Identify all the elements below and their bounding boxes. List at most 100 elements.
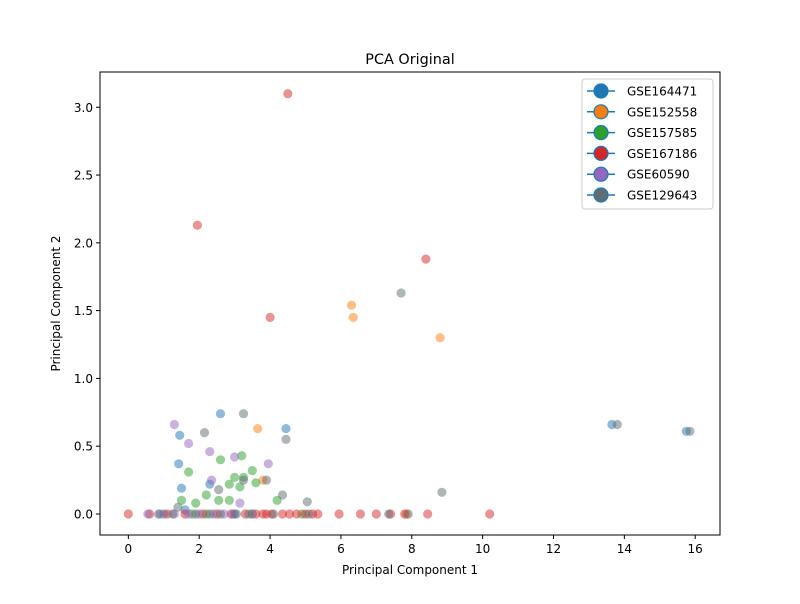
data-point: [304, 509, 314, 519]
x-tick-label: 16: [688, 542, 703, 556]
data-point: [283, 89, 293, 99]
legend-label: GSE152558: [627, 105, 697, 119]
y-axis-ticks: 0.0 0.5 1.0 1.5 2.0 2.5 3.0: [74, 101, 100, 521]
legend-marker: [593, 104, 609, 120]
x-tick-label: 6: [337, 542, 345, 556]
x-tick-label: 2: [195, 542, 203, 556]
data-point: [238, 475, 249, 485]
legend-label: GSE164471: [627, 85, 697, 99]
x-tick-label: 8: [408, 542, 416, 556]
data-point: [224, 495, 234, 505]
data-point: [435, 333, 445, 343]
legend-label: GSE157585: [627, 126, 697, 140]
x-tick-label: 12: [546, 542, 561, 556]
legend-label: GSE60590: [627, 168, 690, 182]
data-point: [224, 479, 234, 489]
x-tick-label: 4: [266, 542, 274, 556]
data-point: [281, 424, 291, 434]
data-point: [231, 509, 241, 519]
data-point: [214, 495, 224, 505]
chart-title: PCA Original: [365, 52, 454, 68]
y-tick-label: 1.0: [74, 372, 93, 386]
data-point: [261, 475, 272, 485]
data-point: [184, 467, 194, 477]
data-point: [292, 509, 302, 519]
data-point: [253, 424, 263, 434]
data-point: [421, 254, 431, 264]
data-point: [176, 495, 187, 505]
data-point: [269, 509, 279, 519]
data-point: [192, 220, 202, 230]
data-point: [284, 509, 295, 519]
data-point: [199, 428, 210, 438]
data-point: [685, 426, 695, 436]
legend-marker: [593, 125, 609, 141]
y-tick-label: 0.0: [74, 507, 93, 521]
data-point: [123, 509, 133, 519]
data-point: [348, 312, 358, 322]
legend-label: GSE167186: [627, 147, 697, 161]
data-point: [205, 509, 215, 519]
data-point: [281, 434, 291, 444]
data-point: [485, 509, 495, 519]
data-point: [251, 478, 261, 488]
data-point: [230, 452, 240, 462]
x-tick-label: 10: [475, 542, 490, 556]
data-point: [612, 419, 622, 430]
data-point: [191, 509, 201, 519]
y-axis-label: Principal Component 2: [49, 235, 63, 371]
data-point: [205, 447, 215, 457]
data-point: [235, 498, 245, 508]
data-point: [277, 490, 288, 500]
data-point: [230, 472, 240, 482]
y-tick-label: 2.5: [74, 169, 93, 183]
y-tick-label: 3.0: [74, 101, 93, 115]
data-point: [173, 502, 183, 512]
data-point: [384, 509, 394, 519]
data-point: [175, 430, 185, 440]
data-point: [168, 509, 178, 519]
points-layer: [123, 89, 695, 519]
data-point: [437, 487, 447, 497]
data-point: [265, 312, 275, 322]
data-point: [346, 300, 357, 310]
x-tick-label: 14: [617, 542, 632, 556]
y-tick-label: 1.5: [74, 304, 93, 318]
data-point: [302, 497, 312, 507]
y-tick-label: 2.0: [74, 236, 93, 250]
plot-area: [99, 71, 721, 536]
data-point: [215, 409, 226, 419]
y-tick-label: 0.5: [74, 440, 93, 454]
data-point: [237, 451, 247, 461]
data-point: [313, 509, 323, 519]
data-point: [334, 509, 344, 519]
legend-marker: [593, 166, 609, 182]
legend-marker: [593, 187, 609, 203]
data-point: [184, 438, 194, 449]
data-point: [215, 509, 226, 519]
x-axis-label: Principal Component 1: [342, 563, 478, 577]
data-point: [247, 466, 257, 476]
data-point: [355, 509, 365, 519]
data-point: [263, 459, 273, 469]
legend-items: GSE164471 GSE152558 GSE157585 GSE167186 GSE6…: [587, 83, 697, 203]
data-point: [238, 409, 249, 419]
data-point: [143, 509, 153, 519]
data-point: [214, 485, 224, 495]
x-tick-label: 0: [125, 542, 133, 556]
axes-frame: [99, 71, 721, 536]
data-point: [277, 509, 288, 519]
legend-marker: [593, 83, 609, 99]
data-point: [174, 459, 184, 469]
data-point: [215, 455, 226, 465]
data-point: [423, 509, 433, 519]
data-point: [403, 509, 413, 519]
data-point: [169, 419, 179, 430]
legend-marker: [593, 145, 609, 161]
x-axis-ticks: 0 2 4 6 8 10 12 14 16: [125, 535, 703, 556]
data-point: [207, 475, 217, 485]
data-point: [396, 288, 406, 298]
legend-label: GSE129643: [627, 189, 697, 203]
